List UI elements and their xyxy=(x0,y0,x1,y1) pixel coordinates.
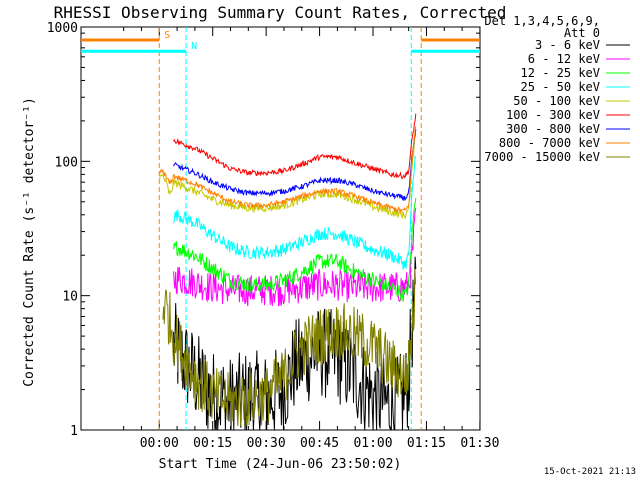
x-axis-label: Start Time (24-Jun-06 23:50:02) xyxy=(159,457,402,472)
footer-timestamp: 15-Oct-2021 21:13 xyxy=(544,467,636,477)
legend-entry: 3 - 6 keV xyxy=(535,38,600,52)
legend-entry: 12 - 25 keV xyxy=(521,66,600,80)
marker-label: N xyxy=(191,41,197,52)
x-tick-label: 01:15 xyxy=(407,436,446,451)
x-tick-label: 00:30 xyxy=(247,436,286,451)
series-line-8 xyxy=(158,126,417,214)
x-tick-label: 00:45 xyxy=(300,436,339,451)
x-tick-label: 01:00 xyxy=(353,436,392,451)
legend-entry: 300 - 800 keV xyxy=(506,122,600,136)
legend-entry: 50 - 100 keV xyxy=(513,94,600,108)
series-line-9 xyxy=(162,269,417,427)
chart-title: RHESSI Observing Summary Count Rates, Co… xyxy=(54,3,507,22)
series-line-5 xyxy=(158,132,417,220)
legend-entry: 100 - 300 keV xyxy=(506,108,600,122)
plot-area: 1 10 100 1000 00:00 00:15 00:30 00:45 01:00 01:15… xyxy=(47,21,500,451)
x-tick-label: 00:00 xyxy=(140,436,179,451)
y-tick-label: 1 xyxy=(70,424,78,439)
y-tick-label: 1000 xyxy=(47,21,78,36)
series-line-2 xyxy=(173,207,417,307)
series-line-7 xyxy=(173,129,417,201)
series-line-3 xyxy=(173,197,417,302)
legend-entry: 7000 - 15000 keV xyxy=(484,150,600,164)
plot-frame xyxy=(80,26,481,431)
marker-label: S xyxy=(164,30,170,41)
y-tick-label: 100 xyxy=(55,155,78,170)
x-tick-label: 01:30 xyxy=(460,436,499,451)
y-axis-label: Corrected Count Rate (s⁻¹ detector⁻¹) xyxy=(22,97,37,387)
y-tick-label: 10 xyxy=(62,290,78,305)
legend-entry: 6 - 12 keV xyxy=(528,52,600,66)
legend-header: Det 1,3,4,5,6,9, xyxy=(484,14,600,28)
series-line-4 xyxy=(173,154,417,270)
legend-entry: 25 - 50 keV xyxy=(521,80,600,94)
legend-header: Att 0 xyxy=(564,26,600,40)
series-line-6 xyxy=(173,113,417,179)
x-tick-label: 00:15 xyxy=(193,436,232,451)
legend-entry: 800 - 7000 keV xyxy=(499,136,600,150)
series-line-1 xyxy=(173,256,417,431)
